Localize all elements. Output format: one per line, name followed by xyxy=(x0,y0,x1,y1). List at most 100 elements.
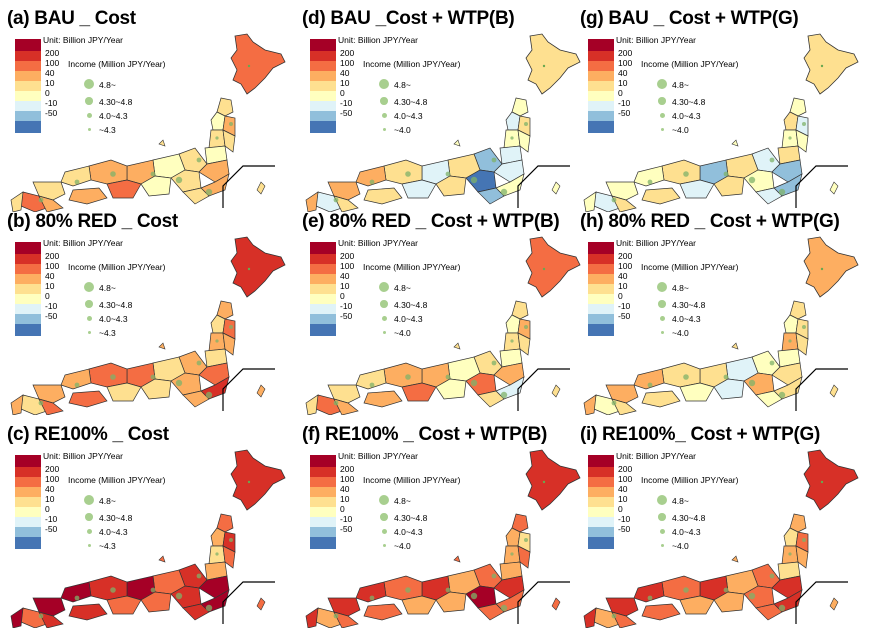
region-west xyxy=(383,159,423,185)
region-central xyxy=(771,575,803,599)
income-dot xyxy=(788,552,792,556)
scale-label: -50 xyxy=(340,311,353,321)
color-swatch xyxy=(15,101,41,111)
japan-map xyxy=(10,449,286,628)
color-swatch xyxy=(310,101,336,111)
region-central xyxy=(198,575,230,599)
region-west xyxy=(106,382,142,402)
color-swatch xyxy=(588,61,614,71)
income-dot xyxy=(723,587,729,593)
income-dot xyxy=(611,613,617,619)
income-title: Income (Million JPY/Year) xyxy=(641,59,739,69)
region-west xyxy=(106,595,142,615)
income-label: 4.0~4.3 xyxy=(99,111,128,121)
region-island xyxy=(453,555,461,563)
map-panel: (e) 80% RED _ Cost + WTP(B) Unit: Billion… xyxy=(298,205,588,415)
color-scale xyxy=(15,39,41,133)
scale-label: -50 xyxy=(45,311,58,321)
region-west xyxy=(32,597,66,617)
income-label: 4.30~4.8 xyxy=(394,300,428,310)
region-west xyxy=(68,390,108,408)
region-tohoku xyxy=(222,129,236,153)
scale-label: -50 xyxy=(340,108,353,118)
income-label: 4.8~ xyxy=(99,80,116,90)
map-panel: (a) BAU _ Cost Unit: Billion JPY/Year 200 1… xyxy=(3,2,293,212)
income-label: 4.30~4.8 xyxy=(99,513,133,523)
region-west xyxy=(106,179,142,199)
income-dot xyxy=(196,157,202,163)
income-size-dot xyxy=(382,127,386,131)
scale-label: -10 xyxy=(340,301,353,311)
scale-label: 100 xyxy=(340,474,355,484)
income-label: 4.0~4.3 xyxy=(394,314,423,324)
income-label: 4.8~ xyxy=(99,283,116,293)
income-title: Income (Million JPY/Year) xyxy=(68,475,166,485)
region-tohoku xyxy=(511,513,529,533)
region-central xyxy=(140,175,172,197)
region-central xyxy=(465,585,497,609)
income-label: 4.8~ xyxy=(394,496,411,506)
income-title: Income (Million JPY/Year) xyxy=(641,262,739,272)
region-central xyxy=(198,159,230,183)
color-swatch xyxy=(15,274,41,284)
inset-frame xyxy=(795,368,848,411)
income-dot xyxy=(723,171,729,177)
scale-label: -50 xyxy=(45,524,58,534)
region-hokkaido xyxy=(803,236,859,298)
income-label: 4.0~4.3 xyxy=(394,111,423,121)
color-swatch xyxy=(310,314,336,324)
region-okinawa xyxy=(829,384,839,398)
color-swatch xyxy=(310,274,336,284)
legend: Unit: Billion JPY/Year 200 100 40 10 0 -10 -50 I… xyxy=(588,451,788,571)
income-dot xyxy=(445,587,451,593)
income-dot xyxy=(229,538,233,542)
income-dot xyxy=(500,604,508,612)
region-west xyxy=(355,368,387,390)
scale-label: 200 xyxy=(618,464,633,474)
region-island xyxy=(158,555,166,563)
region-west xyxy=(88,362,128,388)
color-swatch xyxy=(588,455,614,467)
income-size-dot xyxy=(381,315,387,321)
scale-label: -50 xyxy=(340,524,353,534)
income-dot xyxy=(405,171,411,177)
scale-label: 10 xyxy=(340,494,350,504)
income-dot xyxy=(215,552,219,556)
region-west xyxy=(355,581,387,603)
income-label: 4.30~4.8 xyxy=(99,300,133,310)
region-central xyxy=(465,169,497,193)
income-size-dot xyxy=(660,543,664,547)
region-central xyxy=(170,585,202,609)
region-central xyxy=(477,603,505,621)
region-central xyxy=(198,362,230,386)
legend-unit: Unit: Billion JPY/Year xyxy=(43,451,124,461)
income-dot xyxy=(510,552,514,556)
income-dot xyxy=(769,573,775,579)
scale-label: 0 xyxy=(340,291,345,301)
color-swatch xyxy=(15,91,41,101)
income-size-dot xyxy=(657,282,667,292)
income-label: ~4.0 xyxy=(672,541,689,551)
income-title: Income (Million JPY/Year) xyxy=(68,59,166,69)
region-west xyxy=(363,603,403,621)
region-west xyxy=(88,575,128,601)
japan-map xyxy=(305,33,581,212)
japan-map xyxy=(583,236,859,415)
color-scale xyxy=(15,455,41,549)
color-swatch xyxy=(15,467,41,477)
income-size-dot xyxy=(84,495,94,505)
income-size-dot xyxy=(86,528,92,534)
color-swatch xyxy=(15,81,41,91)
region-central xyxy=(743,372,775,396)
income-label: ~4.0 xyxy=(394,328,411,338)
map-area: Unit: Billion JPY/Year 200 100 40 10 0 -10 -50 I… xyxy=(576,235,866,415)
scale-label: 10 xyxy=(340,78,350,88)
income-dot xyxy=(542,267,546,271)
color-swatch xyxy=(588,517,614,527)
region-central xyxy=(435,175,467,197)
color-swatch xyxy=(588,314,614,324)
income-size-dot xyxy=(87,330,91,334)
income-size-dot xyxy=(381,112,387,118)
income-dot xyxy=(778,604,786,612)
region-tohoku xyxy=(222,545,236,569)
